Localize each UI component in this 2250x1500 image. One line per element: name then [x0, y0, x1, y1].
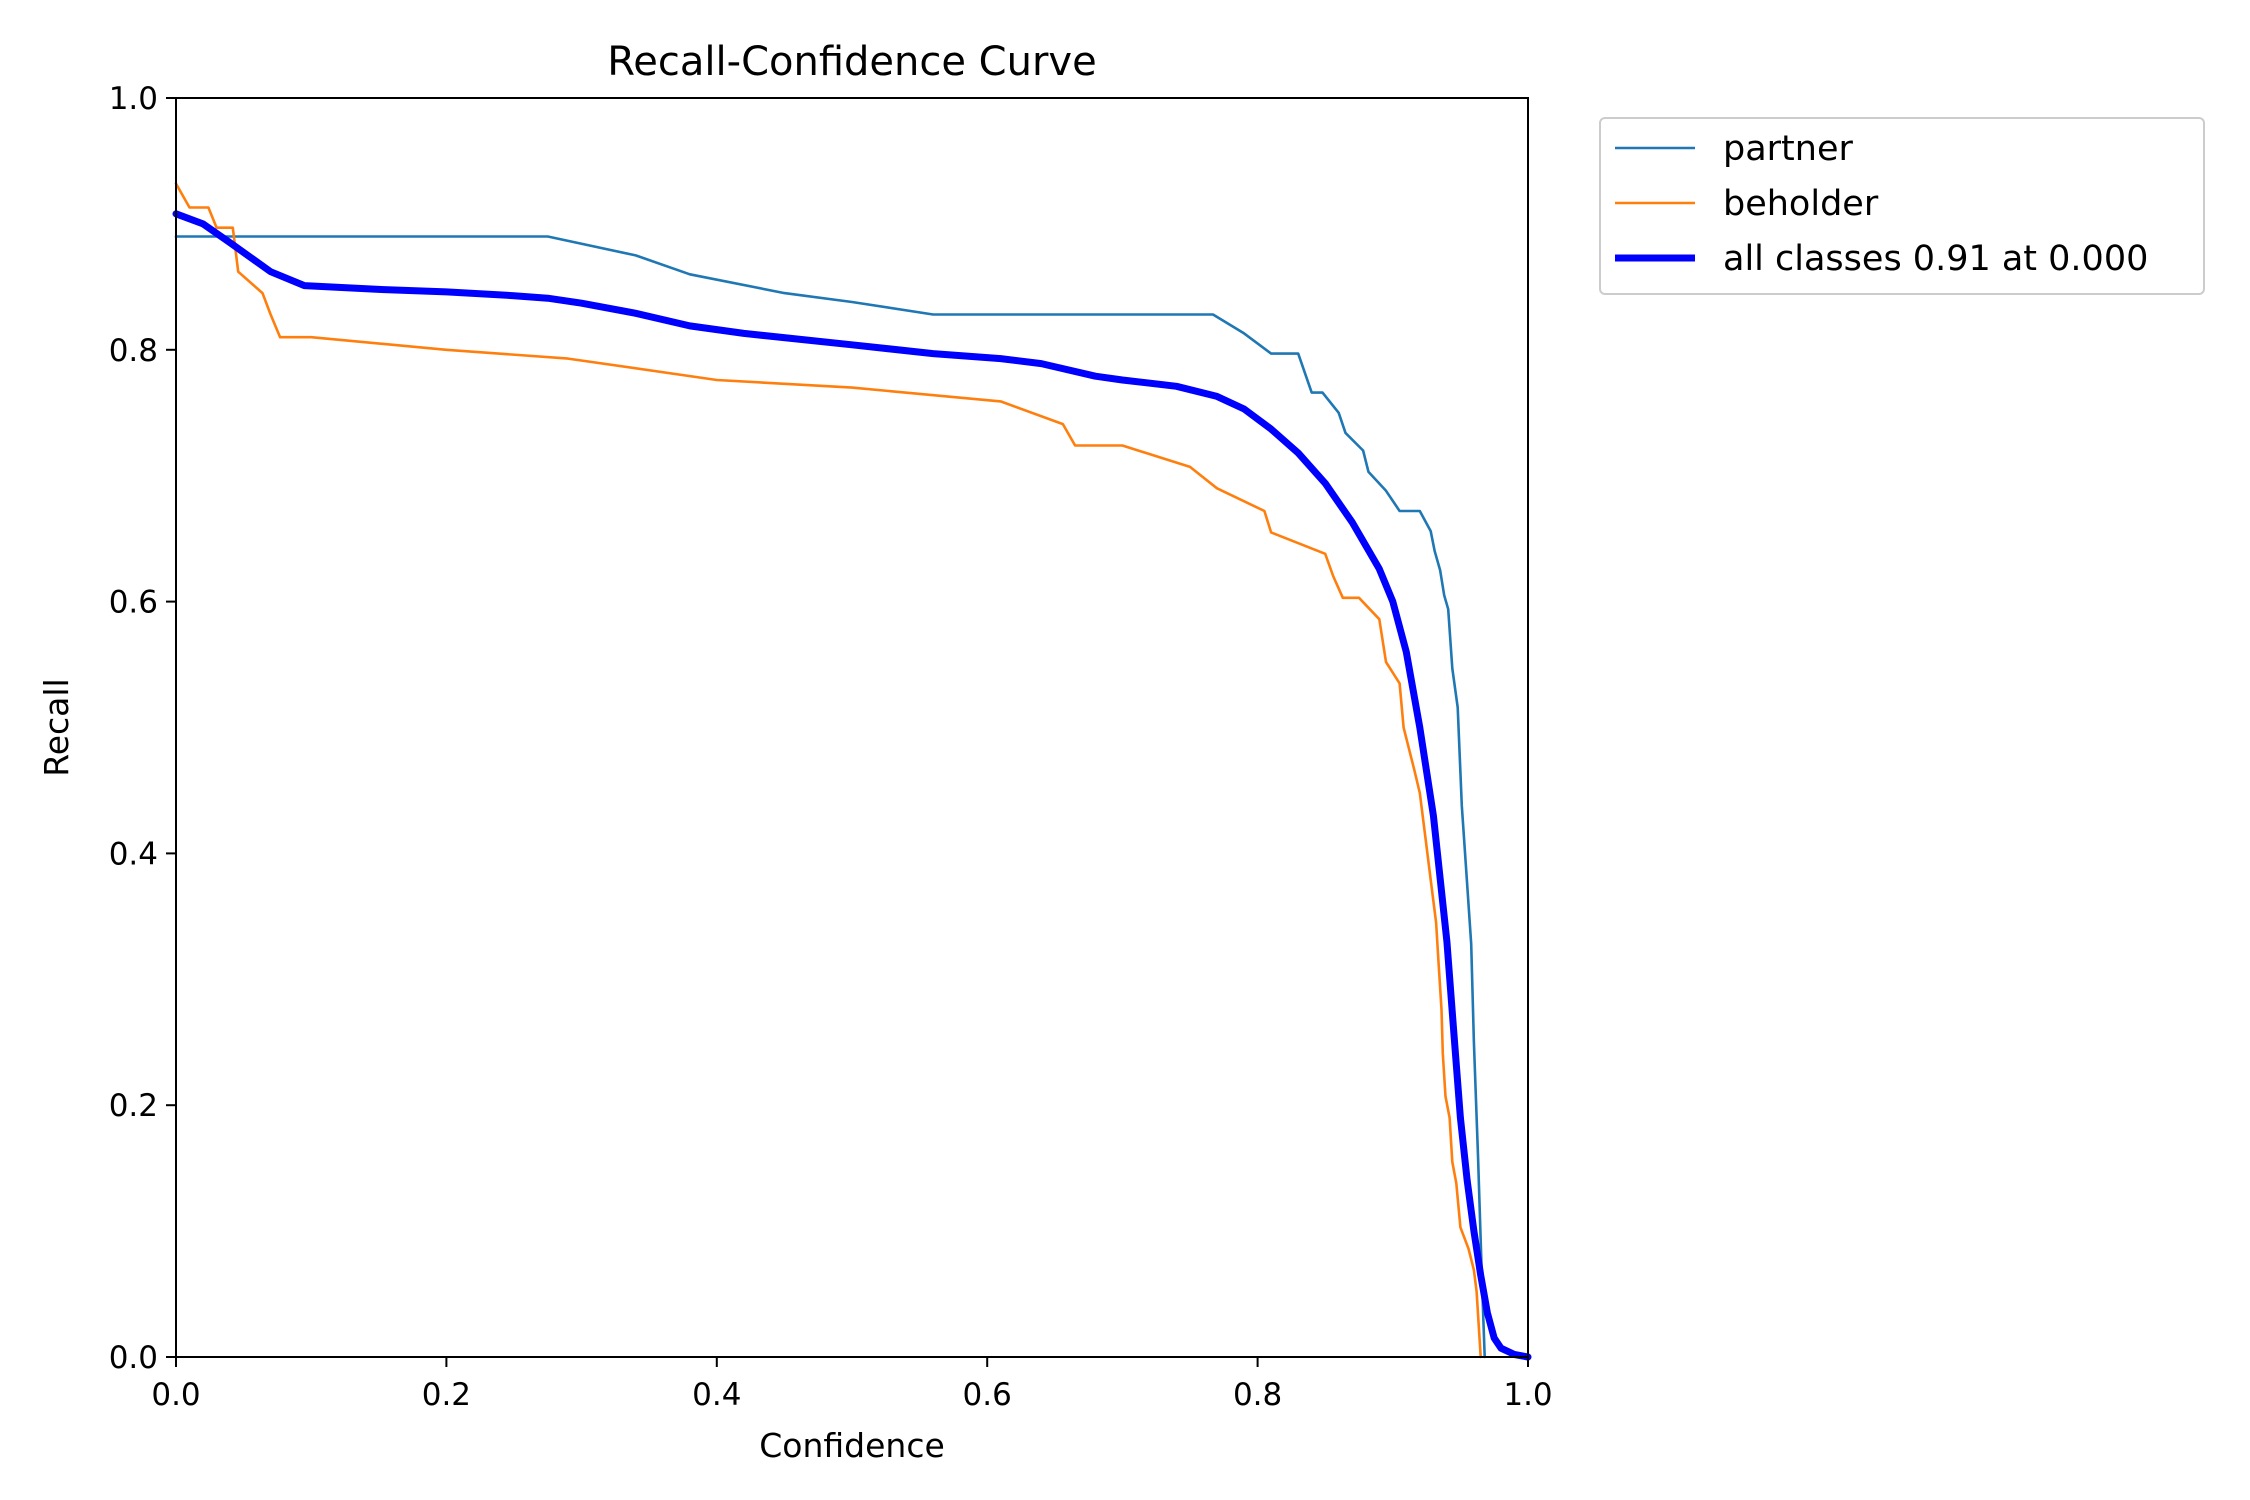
y-tick-label: 0.6	[109, 585, 158, 621]
plot-frame	[175, 97, 1529, 1358]
legend-entry-2: all classes 0.91 at 0.000	[1723, 239, 2148, 279]
y-tick-label: 0.2	[109, 1088, 158, 1124]
x-tick-label: 0.0	[151, 1377, 200, 1413]
x-axis: 0.0 0.2 0.4 0.6 0.8 1.0	[151, 1357, 1553, 1413]
x-tick-label: 0.8	[1233, 1377, 1282, 1413]
x-axis-label: Confidence	[759, 1426, 945, 1465]
legend-box	[1599, 117, 2205, 295]
y-axis-label: Recall	[37, 678, 76, 776]
chart-title: Recall-Confidence Curve	[607, 39, 1096, 85]
legend: partner beholder all classes 0.91 at 0.000	[1599, 117, 2205, 295]
plot-area	[172, 182, 1532, 1361]
legend-entry-1: beholder	[1723, 184, 1879, 224]
y-tick-label: 1.0	[109, 81, 158, 117]
x-tick-label: 0.2	[422, 1377, 471, 1413]
series-line-1	[174, 182, 1482, 1359]
x-tick-label: 1.0	[1503, 1377, 1552, 1413]
x-tick-label: 0.4	[692, 1377, 741, 1413]
y-tick-label: 0.8	[109, 333, 158, 369]
x-tick-label: 0.6	[963, 1377, 1012, 1413]
series-line-2	[172, 210, 1532, 1361]
y-axis: 0.0 0.2 0.4 0.6 0.8 1.0	[109, 81, 176, 1376]
series-line-0	[174, 235, 1486, 1359]
y-tick-label: 0.4	[109, 836, 158, 872]
y-tick-label: 0.0	[109, 1340, 158, 1376]
legend-entry-0: partner	[1723, 129, 1853, 169]
